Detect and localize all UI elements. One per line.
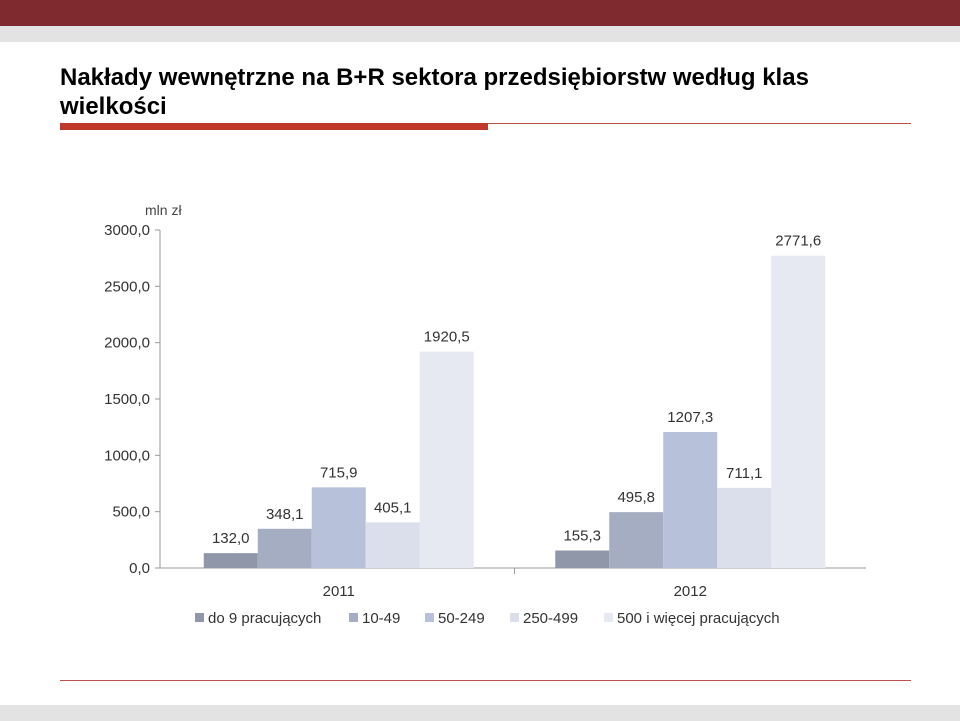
legend-swatch bbox=[604, 613, 613, 622]
bar bbox=[203, 553, 258, 568]
data-label: 132,0 bbox=[212, 530, 250, 547]
legend-label: 10-49 bbox=[362, 610, 400, 627]
bar bbox=[717, 487, 772, 568]
legend-swatch bbox=[195, 613, 204, 622]
legend-label: 500 i więcej pracujących bbox=[617, 610, 780, 627]
data-label: 405,1 bbox=[374, 499, 412, 516]
data-label: 1920,5 bbox=[424, 329, 470, 346]
header-stripe bbox=[0, 26, 960, 42]
data-label: 711,1 bbox=[726, 465, 762, 482]
bar bbox=[257, 528, 312, 568]
legend-label: do 9 pracujących bbox=[208, 610, 321, 627]
legend-label: 50-249 bbox=[438, 610, 485, 627]
bar bbox=[771, 255, 826, 568]
x-category-label: 2011 bbox=[323, 583, 355, 600]
data-label: 1207,3 bbox=[667, 409, 713, 426]
header-band bbox=[0, 0, 960, 26]
title-accent-bar bbox=[60, 123, 488, 130]
data-label: 2771,6 bbox=[775, 233, 821, 250]
y-tick-label: 2500,0 bbox=[104, 278, 150, 295]
bar bbox=[419, 351, 474, 568]
legend-swatch bbox=[349, 613, 358, 622]
data-label: 495,8 bbox=[617, 489, 655, 506]
bar-chart: mln zł 0,0 500,0 1000,0 1500,0 2000,0 2500,0 3… bbox=[104, 202, 866, 627]
bar bbox=[365, 522, 420, 568]
legend-label: 250-499 bbox=[523, 610, 578, 627]
y-tick-label: 500,0 bbox=[112, 504, 150, 521]
footer-stripe bbox=[0, 705, 960, 721]
data-label: 155,3 bbox=[563, 528, 601, 545]
legend-swatch bbox=[425, 613, 434, 622]
y-tick-label: 2000,0 bbox=[104, 335, 150, 352]
legend-swatch bbox=[510, 613, 519, 622]
bar bbox=[663, 431, 718, 568]
y-tick-label: 1000,0 bbox=[104, 447, 150, 464]
y-tick-label: 1500,0 bbox=[104, 391, 150, 408]
y-unit-label: mln zł bbox=[145, 202, 182, 218]
bar bbox=[609, 512, 664, 568]
chart-container: mln zł 0,0 500,0 1000,0 1500,0 2000,0 2500,0 3… bbox=[0, 190, 960, 640]
x-category-label: 2012 bbox=[674, 583, 707, 600]
footer-rule bbox=[60, 680, 911, 681]
bar bbox=[311, 487, 366, 568]
slide-title: Nakłady wewnętrzne na B+R sektora przeds… bbox=[60, 64, 809, 120]
y-tick-label: 3000,0 bbox=[104, 222, 150, 239]
data-label: 715,9 bbox=[320, 464, 358, 481]
data-label: 348,1 bbox=[266, 506, 304, 523]
bar bbox=[555, 550, 610, 568]
y-tick-label: 0,0 bbox=[129, 560, 150, 577]
